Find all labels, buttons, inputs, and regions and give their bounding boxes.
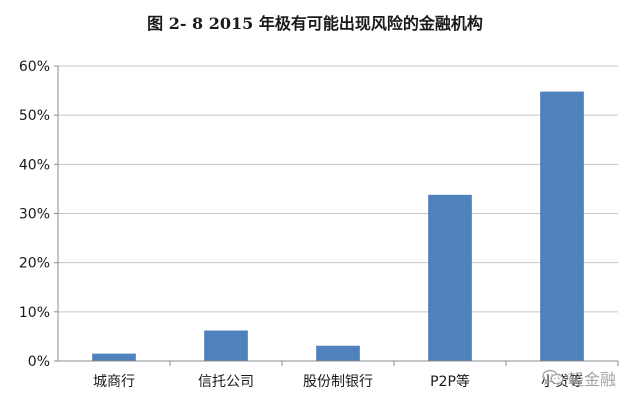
x-tick-label: 股份制银行 [303, 374, 373, 390]
y-tick-label: 50% [19, 108, 50, 124]
x-tick-label: 信托公司 [198, 374, 254, 390]
wechat-icon [542, 369, 564, 387]
axes [54, 65, 619, 366]
bar [92, 353, 136, 361]
watermark-text: 轻金融 [567, 370, 616, 389]
bar [204, 330, 248, 361]
x-tick-label: P2P等 [430, 373, 470, 390]
bar [540, 91, 584, 362]
y-tick-label: 0% [28, 354, 50, 370]
y-tick-label: 40% [19, 157, 50, 173]
chart-title: 图 2- 8 2015 年极有可能出现风险的金融机构 [147, 14, 483, 33]
y-tick-label: 30% [19, 207, 50, 223]
y-tick-label: 60% [19, 59, 50, 75]
labels: 0%10%20%30%40%50%60%城商行信托公司股份制银行P2P等小贷等 [19, 59, 583, 390]
y-tick-label: 10% [19, 305, 50, 321]
bar [316, 345, 360, 361]
x-tick-label: 城商行 [93, 374, 135, 390]
y-tick-label: 20% [19, 256, 50, 272]
grid-lines [58, 65, 618, 313]
watermark: 轻金融 [542, 366, 616, 390]
bars [92, 91, 584, 362]
bar [428, 194, 472, 361]
